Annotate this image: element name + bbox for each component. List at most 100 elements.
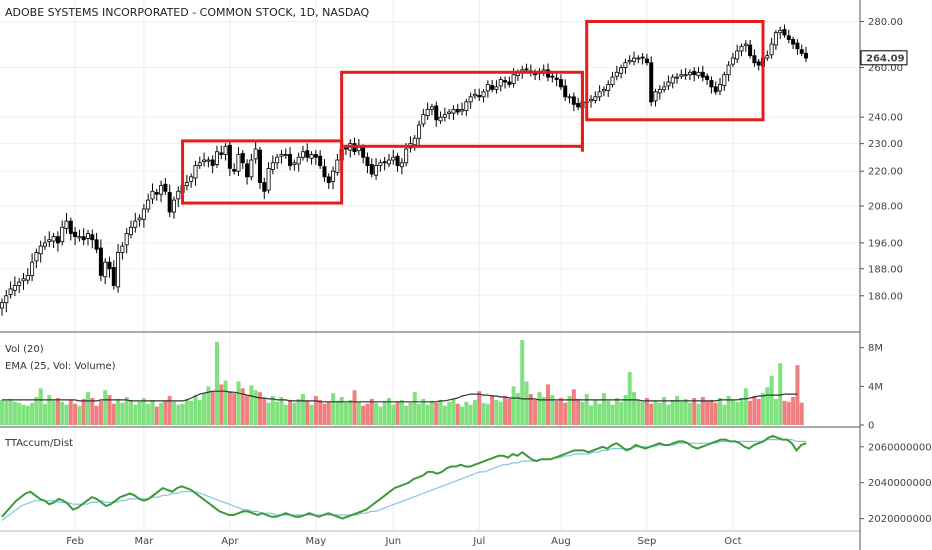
candle-body	[627, 59, 632, 63]
candle-body	[266, 167, 271, 191]
accum-panel	[1, 434, 807, 521]
volume-bar	[64, 404, 69, 425]
candle-body	[589, 98, 594, 102]
price-tick-label: 280.00	[868, 17, 903, 28]
volume-bar	[761, 393, 766, 425]
volume-bar	[189, 400, 194, 425]
candle-body	[498, 79, 503, 87]
candle-body	[455, 109, 460, 113]
volume-bar	[571, 389, 576, 425]
candle-body	[782, 29, 787, 36]
volume-bar	[782, 400, 787, 425]
volume-bar	[352, 390, 357, 425]
volume-bar	[541, 396, 546, 425]
candle-body	[171, 199, 176, 213]
volume-bar	[253, 390, 258, 425]
candle-body	[331, 170, 336, 182]
volume-bar	[503, 396, 508, 425]
volume-bar	[12, 401, 17, 425]
price-tick-label: 180.00	[868, 291, 903, 302]
volume-bar	[546, 384, 551, 425]
candle-body	[98, 247, 103, 276]
volume-bar	[236, 381, 241, 425]
candle-body	[769, 43, 774, 56]
candle-body	[705, 75, 710, 80]
month-tick-label: Oct	[724, 536, 741, 547]
volume-bar	[214, 341, 219, 425]
volume-bar	[141, 397, 146, 425]
candle-body	[361, 146, 366, 158]
volume-bar	[636, 399, 641, 425]
candle-body	[425, 109, 430, 117]
volume-tick-label: 0	[868, 421, 874, 432]
candle-body	[786, 35, 791, 40]
candle-body	[438, 116, 443, 122]
volume-bar	[240, 388, 245, 425]
candle-body	[176, 190, 181, 200]
candle-body	[25, 275, 30, 281]
candle-body	[137, 217, 142, 221]
volume-bar	[756, 398, 761, 425]
volume-bar	[197, 399, 202, 425]
volume-bar	[687, 402, 692, 425]
volume-bar	[81, 398, 86, 425]
volume-bar	[472, 399, 477, 425]
candle-body	[730, 57, 735, 65]
volume-bar	[262, 397, 267, 425]
volume-bar	[94, 405, 99, 425]
volume-bar	[481, 402, 486, 425]
candle-body	[696, 71, 701, 77]
candle-body	[412, 137, 417, 146]
volume-bar	[442, 405, 447, 425]
volume-bar	[17, 402, 22, 425]
candle-body	[687, 71, 692, 76]
candle-body	[795, 42, 800, 50]
price-tick-label: 230.00	[868, 139, 903, 150]
volume-bar	[696, 403, 701, 425]
volume-bar	[339, 396, 344, 425]
volume-bar	[610, 404, 615, 425]
volume-bar	[167, 396, 172, 425]
volume-bar	[468, 404, 473, 425]
candle-body	[94, 239, 99, 250]
volume-bar	[606, 400, 611, 425]
candle-body	[657, 88, 662, 94]
volume-bar	[700, 396, 705, 425]
candle-body	[249, 159, 254, 178]
volume-bar	[296, 398, 301, 425]
candle-body	[601, 88, 606, 92]
candle-body	[429, 106, 434, 110]
volume-bar	[335, 400, 340, 425]
candle-body	[662, 86, 667, 90]
volume-bar	[533, 399, 538, 425]
candle-body	[34, 252, 39, 262]
volume-bar	[38, 388, 43, 425]
volume-bar	[477, 391, 482, 425]
volume-bar	[98, 400, 103, 425]
volume-bar	[150, 399, 155, 425]
candle-body	[713, 86, 718, 93]
volume-bar	[498, 401, 503, 425]
candle-body	[253, 148, 258, 160]
candle-body	[386, 159, 391, 165]
volume-bar	[795, 365, 800, 425]
volume-bar	[73, 403, 78, 425]
volume-bar	[662, 396, 667, 425]
volume-bar	[60, 401, 65, 425]
candle-body	[799, 49, 804, 54]
volume-bar	[429, 400, 434, 425]
volume-bar	[778, 363, 783, 425]
volume-panel	[0, 340, 804, 425]
candle-body	[124, 233, 129, 246]
candle-body	[464, 101, 469, 111]
candle-body	[210, 159, 215, 166]
candle-body	[214, 151, 219, 165]
candle-body	[511, 74, 516, 84]
candle-body	[576, 102, 581, 108]
volume-bar	[455, 403, 460, 425]
volume-bar	[249, 385, 254, 425]
candle-body	[17, 281, 22, 286]
candle-body	[90, 234, 95, 241]
volume-bar	[180, 403, 185, 425]
